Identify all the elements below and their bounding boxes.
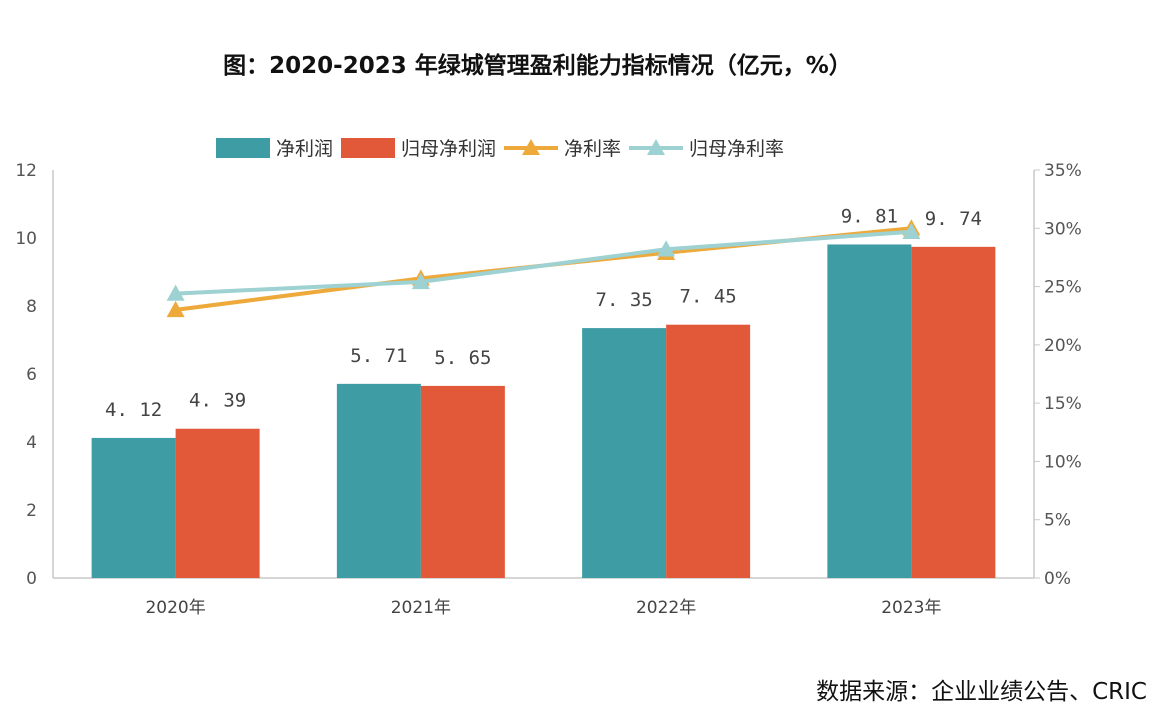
source-note: 数据来源：企业业绩公告、CRIC (816, 679, 1147, 705)
bar-net-profit (336, 383, 421, 578)
legend: 净利润 归母净利润 净利率 归母净利率 (216, 138, 784, 160)
line-point (166, 284, 185, 301)
y-tick-label-left: 12 (15, 161, 37, 181)
legend-label: 净利率 (564, 138, 621, 160)
y-tick-label-left: 0 (26, 569, 37, 589)
bar-parent-net-profit (911, 246, 996, 578)
y-tick-label-right: 15% (1044, 394, 1082, 414)
bar-parent-net-profit (420, 385, 505, 578)
data-label: 5. 65 (434, 347, 491, 369)
line-point (166, 300, 185, 318)
chart-title: 图：2020-2023 年绿城管理盈利能力指标情况（亿元，%） (223, 53, 852, 79)
bar-parent-net-profit (666, 324, 751, 578)
legend-swatch (341, 138, 395, 158)
line-point (657, 240, 676, 257)
y-tick-label-right: 30% (1044, 219, 1082, 239)
y-tick-label-right: 5% (1044, 511, 1071, 531)
data-label: 4. 39 (189, 390, 246, 412)
data-label: 7. 45 (680, 286, 737, 308)
lines (166, 219, 921, 318)
y-tick-label-right: 35% (1044, 161, 1082, 181)
data-label: 7. 35 (596, 289, 653, 311)
x-tick-label: 2021年 (391, 598, 451, 618)
legend-swatch (216, 138, 270, 158)
data-label: 5. 71 (350, 345, 407, 367)
bar-net-profit (582, 328, 667, 578)
legend-label: 归母净利率 (689, 138, 784, 160)
line-point (902, 222, 921, 239)
x-tick-label: 2020年 (145, 598, 205, 618)
bars (91, 244, 996, 578)
data-labels: 4. 12 5. 71 7. 35 9. 81 4. 39 5. 65 7. 45 9. 74 (105, 205, 982, 420)
data-label: 9. 74 (925, 208, 982, 230)
y-tick-label-right: 10% (1044, 452, 1082, 472)
y-tick-label-right: 0% (1044, 569, 1071, 589)
bar-net-profit (827, 244, 912, 578)
y-tick-label-left: 6 (26, 365, 37, 385)
y-tick-label-left: 2 (26, 501, 37, 521)
series-line-parent-net-margin (175, 229, 912, 296)
legend-label: 净利润 (276, 138, 333, 160)
data-label: 9. 81 (841, 205, 898, 227)
line-point (411, 272, 430, 290)
y-tick-label-right: 20% (1044, 336, 1082, 356)
y-tick-label-left: 10 (15, 229, 37, 249)
bar-net-profit (91, 437, 176, 578)
legend-marker (647, 139, 665, 155)
data-label: 4. 12 (105, 399, 162, 421)
legend-marker (522, 139, 540, 155)
legend-label: 归母净利润 (401, 138, 496, 160)
x-tick-label: 2022年 (636, 598, 696, 618)
axes: 0 2 4 6 8 10 12 0% 5% 10% 15% 20% 25% 30% 35% 2020年 2021… (15, 161, 1081, 618)
y-tick-label-left: 8 (26, 297, 37, 317)
x-tick-label: 2023年 (881, 598, 941, 618)
bar-parent-net-profit (175, 428, 260, 578)
y-tick-label-right: 25% (1044, 278, 1082, 298)
y-tick-label-left: 4 (26, 433, 37, 453)
